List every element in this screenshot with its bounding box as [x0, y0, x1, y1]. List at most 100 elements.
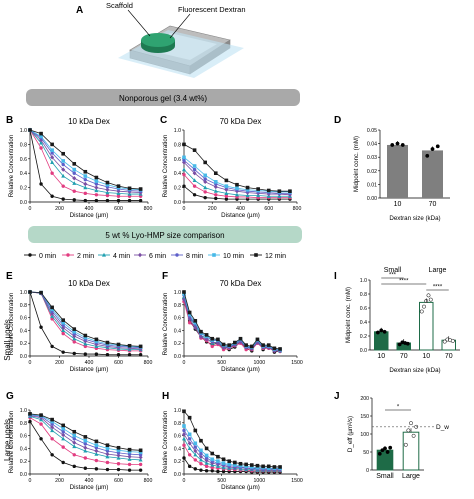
y-tick-label: 0.2 — [174, 459, 181, 465]
category-label: 70 — [400, 353, 408, 360]
data-point — [221, 342, 226, 347]
data-point — [39, 131, 43, 136]
data-point — [203, 173, 207, 178]
legend-item: 6 min — [134, 252, 166, 260]
data-point — [83, 456, 88, 460]
category-label: Small — [376, 473, 394, 480]
data-point — [245, 187, 250, 192]
y-tick-label: 1.0 — [20, 408, 27, 414]
data-point — [250, 465, 254, 469]
data-point — [39, 134, 43, 139]
data-point — [224, 184, 229, 188]
row-label-large: Large µgels — [3, 419, 12, 461]
data-point — [61, 318, 65, 322]
y-tick-label: 0.8 — [20, 421, 27, 427]
data-point — [380, 448, 385, 453]
data-point — [127, 353, 132, 357]
data-point — [83, 445, 88, 450]
data-point — [50, 148, 54, 152]
header-nonporous-label: Nonporous gel (3.4 wt%) — [119, 94, 207, 103]
series-8-min — [182, 293, 282, 352]
data-point — [199, 448, 203, 453]
legend-label: 12 min — [265, 253, 286, 260]
data-point — [192, 178, 197, 182]
header-nonporous-bg — [26, 89, 300, 106]
legend-item: 12 min — [250, 253, 286, 260]
data-point — [116, 184, 121, 188]
legend-label: 0 min — [39, 253, 56, 260]
series-10-min — [182, 292, 282, 352]
chart-e: 0.0 0.2 0.4 0.6 0.8 1.0 0 200 400 600 800 Distance … — [8, 279, 152, 373]
data-point — [83, 448, 88, 453]
data-point — [72, 171, 76, 175]
data-point — [50, 305, 54, 310]
x-axis-label: Distance (µm) — [221, 484, 260, 491]
bar — [374, 331, 389, 351]
y-tick-label: 0.0 — [174, 354, 181, 360]
data-point — [138, 187, 143, 191]
series-line — [183, 291, 281, 350]
data-point — [72, 340, 76, 344]
x-tick-label: 0 — [29, 360, 32, 366]
x-tick-label: 1500 — [291, 478, 303, 484]
y-tick-label: 0.2 — [20, 341, 27, 347]
data-point — [116, 467, 121, 472]
data-point — [187, 446, 192, 450]
data-point — [39, 140, 44, 145]
data-point — [210, 457, 215, 462]
y-tick-label: 0.4 — [174, 328, 181, 334]
data-point — [198, 454, 203, 459]
data-point — [94, 451, 99, 456]
data-point — [187, 453, 192, 457]
data-point — [61, 151, 65, 156]
data-point — [138, 457, 143, 462]
series-line — [183, 297, 281, 352]
data-point — [227, 459, 231, 463]
data-point — [204, 464, 209, 469]
x-tick-label: 600 — [114, 206, 123, 212]
x-tick-label: 400 — [85, 360, 94, 366]
reference-line-label: D_w — [436, 424, 449, 431]
y-tick-label: 1.0 — [174, 128, 181, 134]
data-point — [61, 167, 66, 172]
data-point — [193, 320, 198, 325]
data-point — [116, 445, 121, 450]
data-point — [193, 467, 197, 471]
chart-c: 0.0 0.2 0.4 0.6 0.8 1.0 0 200 400 600 800 Distance … — [162, 117, 301, 219]
data-point — [216, 337, 220, 342]
data-point — [50, 344, 54, 349]
data-point — [50, 142, 54, 147]
y-tick-label: 0.8 — [174, 421, 181, 427]
y-tick-label: 0.4 — [20, 171, 27, 177]
data-point — [193, 428, 198, 433]
legend-item: 8 min — [171, 253, 203, 260]
data-point — [116, 194, 121, 198]
data-point — [94, 179, 99, 183]
data-point — [192, 148, 197, 152]
data-point — [435, 144, 440, 149]
x-tick-label: 1000 — [254, 478, 266, 484]
data-point — [244, 343, 248, 347]
data-point — [203, 190, 207, 194]
y-axis-label: Relative Concentration — [162, 134, 169, 197]
data-point — [83, 438, 88, 443]
data-point — [72, 162, 77, 166]
panel-a: A Scaffold Fluorescent Dextran — [76, 1, 246, 78]
data-point — [193, 445, 197, 449]
x-tick-label: 200 — [55, 478, 64, 484]
x-tick-label: 600 — [114, 360, 123, 366]
data-point — [94, 458, 99, 463]
data-point — [61, 197, 65, 201]
data-point — [61, 423, 65, 428]
data-point — [214, 193, 218, 197]
significance-label: **** — [433, 285, 443, 291]
y-tick-label: 0.8 — [360, 292, 367, 298]
data-point — [261, 343, 265, 347]
data-point — [39, 325, 43, 329]
data-point — [50, 151, 54, 155]
x-tick-label: 600 — [264, 206, 273, 212]
data-point — [72, 437, 76, 441]
data-point — [83, 333, 88, 338]
data-point — [272, 346, 277, 351]
data-point — [375, 330, 380, 335]
